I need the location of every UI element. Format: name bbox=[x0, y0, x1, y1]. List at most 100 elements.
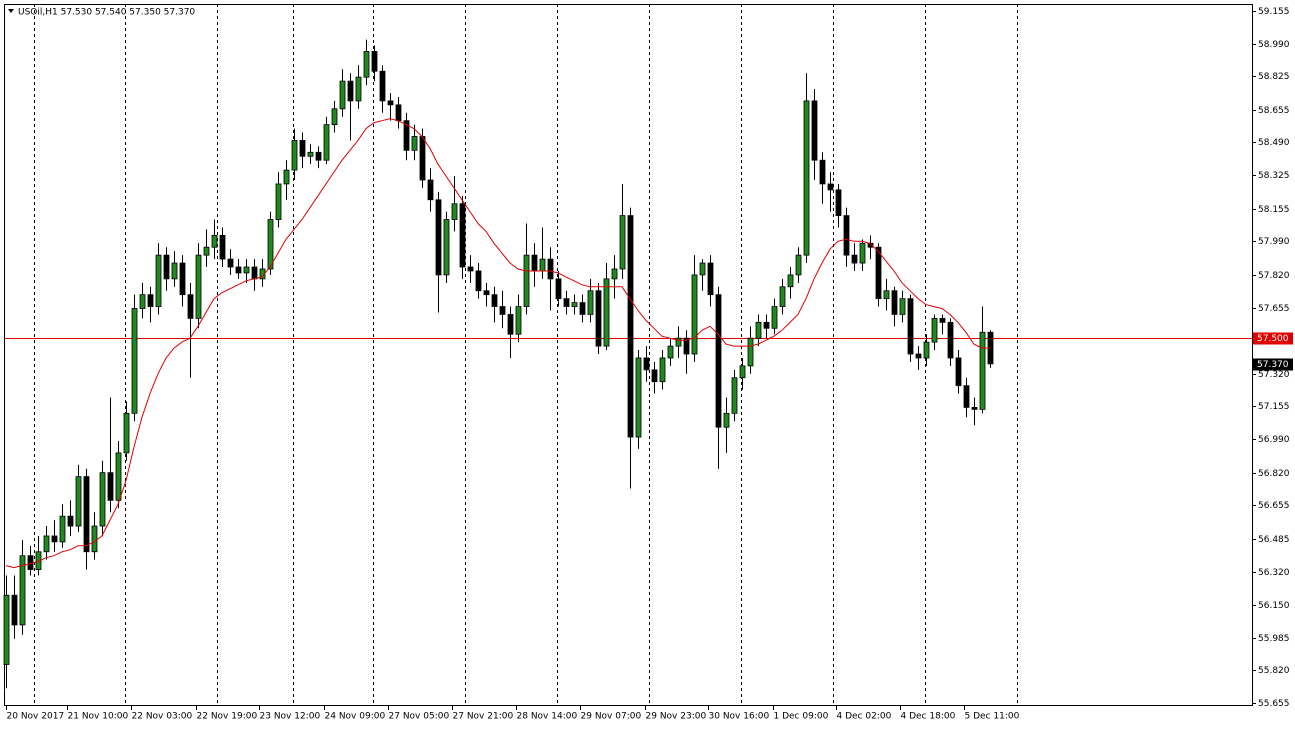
y-tick-label: 57.990 bbox=[1258, 237, 1290, 247]
candle-body bbox=[275, 183, 282, 220]
candle-body bbox=[779, 286, 786, 307]
x-tick-label: 1 Dec 09:00 bbox=[774, 712, 829, 722]
candle-body bbox=[59, 515, 66, 543]
y-tick-label: 55.820 bbox=[1258, 666, 1290, 676]
candle-body bbox=[451, 203, 458, 220]
candle-body bbox=[643, 357, 650, 371]
y-tick-label: 56.485 bbox=[1258, 535, 1290, 545]
x-tick-label: 27 Nov 21:00 bbox=[453, 712, 514, 722]
y-tick-label: 58.490 bbox=[1258, 138, 1290, 148]
y-tick-label: 56.990 bbox=[1258, 435, 1290, 445]
candle-body bbox=[651, 369, 658, 383]
price-line-label: 57.500 bbox=[1257, 334, 1289, 344]
candle-body bbox=[811, 100, 818, 161]
candle-body bbox=[587, 290, 594, 315]
candle-body bbox=[411, 136, 418, 151]
candle-body bbox=[739, 365, 746, 379]
candle-body bbox=[51, 535, 58, 543]
y-tick-label: 58.325 bbox=[1258, 171, 1290, 181]
candle-body bbox=[283, 169, 290, 185]
candle-body bbox=[491, 294, 498, 307]
candle-body bbox=[819, 159, 826, 185]
candle-body bbox=[363, 51, 370, 78]
x-tick-label: 4 Dec 02:00 bbox=[837, 712, 892, 722]
x-tick-label: 29 Nov 07:00 bbox=[581, 712, 642, 722]
x-tick-label: 23 Nov 12:00 bbox=[260, 712, 321, 722]
candle-body bbox=[291, 140, 298, 171]
candle-body bbox=[475, 270, 482, 292]
candle-body bbox=[91, 525, 98, 553]
candle-body bbox=[579, 302, 586, 315]
candle-body bbox=[747, 337, 754, 367]
candle-body bbox=[923, 341, 930, 359]
candle-body bbox=[267, 219, 274, 270]
candle-body bbox=[195, 254, 202, 319]
candle-body bbox=[707, 262, 714, 296]
candle-body bbox=[115, 452, 122, 501]
candle-body bbox=[515, 306, 522, 335]
candle-body bbox=[387, 100, 394, 106]
candle-body bbox=[179, 262, 186, 296]
candle-body bbox=[715, 294, 722, 428]
candle-body bbox=[891, 290, 898, 315]
candle-body bbox=[883, 290, 890, 300]
y-tick-label: 58.655 bbox=[1258, 106, 1290, 116]
candle-body bbox=[219, 234, 226, 260]
candle-body bbox=[635, 357, 642, 438]
candle-body bbox=[939, 318, 946, 323]
x-tick-label: 5 Dec 11:00 bbox=[965, 712, 1020, 722]
candle-body bbox=[227, 258, 234, 268]
candle-body bbox=[459, 203, 466, 268]
candle-body bbox=[211, 234, 218, 248]
y-tick-label: 58.155 bbox=[1258, 205, 1290, 215]
price-line-box bbox=[1253, 332, 1293, 345]
header-icon bbox=[8, 9, 14, 13]
candle-body bbox=[699, 262, 706, 276]
y-tick-label: 58.990 bbox=[1258, 40, 1290, 50]
candle-body bbox=[803, 100, 810, 256]
x-tick-label: 24 Nov 09:00 bbox=[325, 712, 386, 722]
candle-body bbox=[683, 337, 690, 355]
candle-body bbox=[659, 357, 666, 383]
candle-body bbox=[315, 151, 322, 161]
x-tick-label: 20 Nov 2017 bbox=[7, 712, 65, 722]
candle-body bbox=[419, 136, 426, 181]
candle-body bbox=[299, 140, 306, 157]
y-tick-label: 59.155 bbox=[1258, 7, 1290, 17]
candle-body bbox=[795, 254, 802, 276]
candle-body bbox=[571, 302, 578, 307]
candle-body bbox=[595, 290, 602, 347]
candle-body bbox=[155, 254, 162, 307]
x-tick-label: 21 Nov 10:00 bbox=[68, 712, 129, 722]
candle-body bbox=[379, 70, 386, 102]
y-tick-label: 57.320 bbox=[1258, 370, 1290, 380]
candle-body bbox=[851, 254, 858, 264]
candle-body bbox=[251, 266, 258, 280]
y-tick-label: 56.150 bbox=[1258, 601, 1290, 611]
y-tick-label: 56.820 bbox=[1258, 469, 1290, 479]
y-tick-label: 57.820 bbox=[1258, 271, 1290, 281]
candle-body bbox=[931, 318, 938, 343]
candle-body bbox=[235, 266, 242, 274]
candle-body bbox=[531, 254, 538, 272]
candle-body bbox=[99, 472, 106, 527]
candle-body bbox=[691, 274, 698, 355]
x-tick-label: 22 Nov 19:00 bbox=[197, 712, 258, 722]
candle-body bbox=[203, 246, 210, 256]
candle-body bbox=[915, 353, 922, 359]
candle-body bbox=[11, 594, 18, 626]
candle-body bbox=[947, 321, 954, 359]
candle-body bbox=[563, 298, 570, 307]
candle-body bbox=[147, 294, 154, 307]
candle-body bbox=[763, 321, 770, 329]
x-tick-label: 28 Nov 14:00 bbox=[517, 712, 578, 722]
candle-body bbox=[435, 199, 442, 276]
y-tick-label: 55.985 bbox=[1258, 634, 1290, 644]
candle-body bbox=[83, 476, 90, 553]
candle-body bbox=[187, 294, 194, 319]
x-tick-label: 22 Nov 03:00 bbox=[132, 712, 193, 722]
candle-body bbox=[963, 385, 970, 408]
candle-body bbox=[75, 476, 82, 527]
candle-body bbox=[243, 266, 250, 274]
